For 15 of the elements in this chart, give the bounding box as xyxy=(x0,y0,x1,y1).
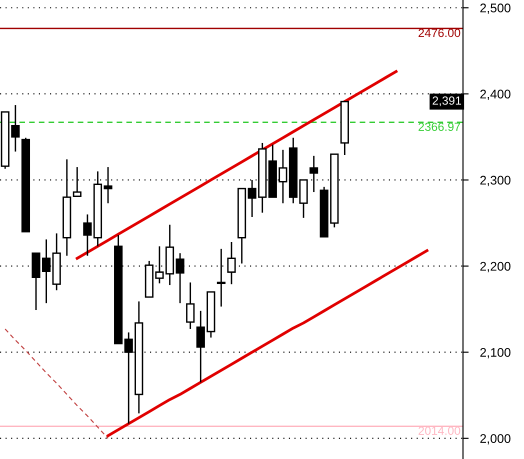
y-tick-label: 2,200 xyxy=(480,262,510,272)
y-tick-label: 2,400 xyxy=(480,90,510,100)
ref-line-label: 2476.00 xyxy=(418,28,460,38)
ref-line-label: 2366.97 xyxy=(418,122,460,131)
ref-line-label: 2014.00 xyxy=(418,426,460,435)
y-tick-label: 2,300 xyxy=(480,176,510,186)
line-series xyxy=(76,70,398,260)
y-tick-label: 2,100 xyxy=(480,348,510,358)
candlestick xyxy=(227,241,236,285)
annotation: 2,391 xyxy=(432,96,462,106)
line-series xyxy=(4,328,109,439)
y-tick-label: 2,500 xyxy=(480,4,510,14)
candlestick xyxy=(186,282,195,330)
y-tick-label: 2,000 xyxy=(480,434,510,444)
candlestick xyxy=(176,252,184,304)
